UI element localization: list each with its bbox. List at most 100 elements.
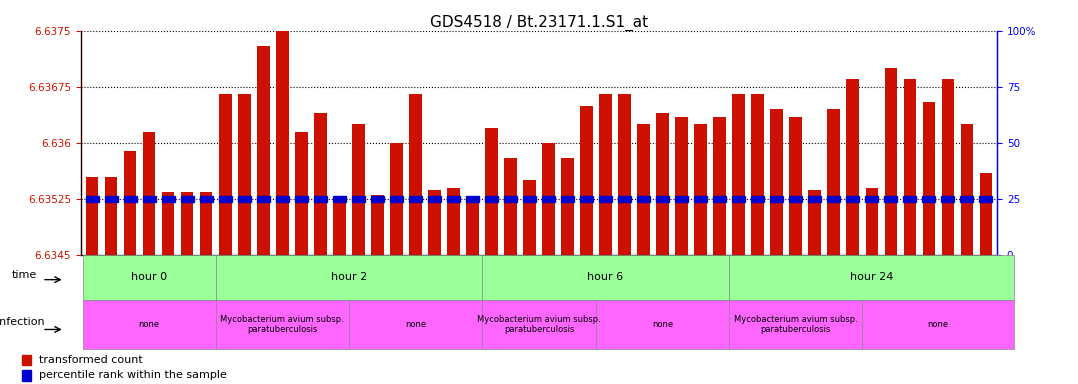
Bar (523, 196, 536, 202)
Bar (333, 196, 346, 202)
Bar (142, 196, 156, 202)
Text: Mycobacterium avium subsp.
paratuberculosis: Mycobacterium avium subsp. paratuberculo… (734, 315, 857, 334)
Bar (466, 196, 479, 202)
Bar (22, 355, 31, 365)
Bar (201, 192, 212, 255)
Bar (390, 143, 402, 255)
Text: none: none (405, 320, 426, 329)
Bar (846, 196, 859, 202)
Bar (770, 196, 784, 202)
Bar (353, 124, 364, 255)
Bar (846, 79, 859, 255)
Bar (637, 196, 650, 202)
Bar (580, 106, 593, 255)
Text: none: none (928, 320, 949, 329)
Bar (751, 94, 764, 255)
Bar (216, 300, 349, 349)
Bar (333, 199, 346, 255)
Text: hour 6: hour 6 (588, 272, 623, 283)
Text: time: time (12, 270, 37, 280)
Bar (960, 196, 973, 202)
Bar (181, 192, 193, 255)
Bar (276, 16, 289, 255)
Bar (729, 255, 1014, 300)
Bar (828, 109, 840, 255)
Bar (960, 124, 973, 255)
Bar (542, 196, 555, 202)
Bar (523, 180, 536, 255)
Bar (237, 196, 251, 202)
Bar (294, 196, 308, 202)
Bar (980, 173, 992, 255)
Bar (884, 196, 897, 202)
Bar (732, 196, 745, 202)
Bar (618, 196, 632, 202)
Bar (562, 158, 573, 255)
Bar (542, 143, 555, 255)
Bar (467, 199, 479, 255)
Bar (257, 196, 270, 202)
Bar (751, 196, 764, 202)
Bar (482, 255, 729, 300)
Bar (390, 196, 403, 202)
Text: hour 24: hour 24 (849, 272, 894, 283)
Text: Mycobacterium avium subsp.
paratuberculosis: Mycobacterium avium subsp. paratuberculo… (221, 315, 344, 334)
Text: Mycobacterium avium subsp.
paratuberculosis: Mycobacterium avium subsp. paratuberculo… (478, 315, 600, 334)
Bar (694, 196, 707, 202)
Bar (276, 196, 289, 202)
Bar (162, 192, 175, 255)
Bar (789, 196, 802, 202)
Bar (219, 196, 232, 202)
Bar (349, 300, 482, 349)
Bar (903, 196, 916, 202)
Text: hour 2: hour 2 (331, 272, 367, 283)
Bar (143, 132, 155, 255)
Bar (637, 124, 650, 255)
Bar (181, 196, 194, 202)
Bar (86, 177, 98, 255)
Bar (238, 94, 250, 255)
Bar (410, 94, 421, 255)
Bar (216, 255, 482, 300)
Text: infection: infection (0, 317, 44, 327)
Bar (83, 255, 216, 300)
Text: none: none (139, 320, 160, 329)
Bar (713, 196, 727, 202)
Bar (599, 196, 612, 202)
Bar (561, 196, 575, 202)
Bar (485, 128, 498, 255)
Bar (124, 196, 137, 202)
Bar (314, 196, 327, 202)
Bar (485, 196, 498, 202)
Bar (979, 196, 993, 202)
Bar (596, 300, 729, 349)
Bar (655, 196, 669, 202)
Bar (371, 195, 384, 255)
Bar (314, 113, 327, 255)
Bar (619, 94, 631, 255)
Bar (694, 124, 707, 255)
Bar (428, 196, 441, 202)
Bar (124, 151, 137, 255)
Text: transformed count: transformed count (39, 355, 142, 365)
Bar (732, 94, 745, 255)
Bar (862, 300, 1014, 349)
Bar (657, 113, 668, 255)
Bar (447, 188, 459, 255)
Bar (675, 196, 688, 202)
Bar (885, 68, 897, 255)
Bar (295, 132, 307, 255)
Bar (729, 300, 862, 349)
Bar (923, 102, 935, 255)
Bar (771, 109, 783, 255)
Bar (922, 196, 936, 202)
Bar (219, 94, 232, 255)
Bar (808, 190, 820, 255)
Bar (676, 117, 688, 255)
Bar (409, 196, 423, 202)
Bar (199, 196, 213, 202)
Bar (446, 196, 460, 202)
Bar (941, 196, 954, 202)
Bar (503, 196, 517, 202)
Bar (808, 196, 821, 202)
